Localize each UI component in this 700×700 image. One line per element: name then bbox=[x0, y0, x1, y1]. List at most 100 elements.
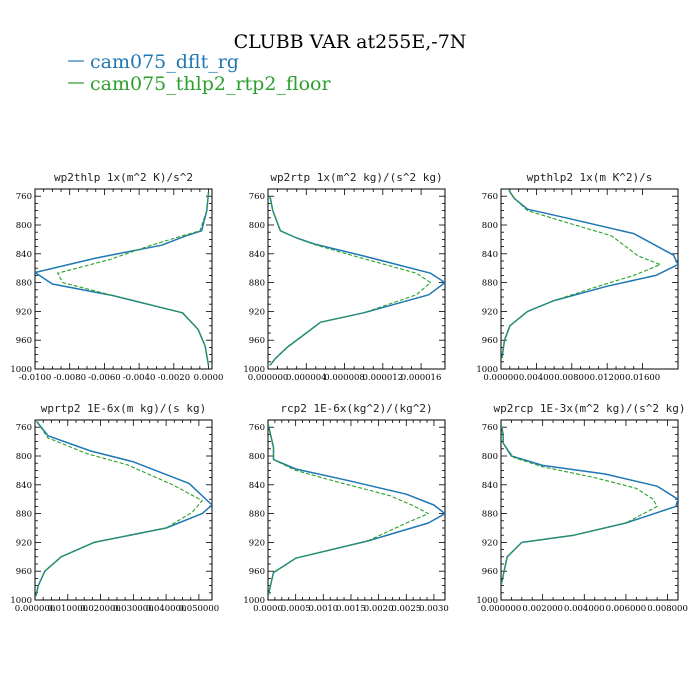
y-tick-label: 960 bbox=[16, 336, 32, 346]
panel-wp2rcp: wp2rcp 1E-3x(m^2 kg)/(s^2 kg) 760 800 840 88… bbox=[476, 402, 688, 614]
x-tick-label: 0.0000 bbox=[194, 373, 224, 383]
legend: cam075_dflt_rg cam075_thlp2_rtp2_floor bbox=[68, 51, 331, 95]
y-tick-label: 800 bbox=[482, 452, 498, 462]
x-tick-label: 0.006000 bbox=[606, 604, 647, 614]
x-tick-label: 0.000016 bbox=[401, 373, 442, 383]
y-tick-label: 880 bbox=[16, 510, 32, 520]
y-tick-label: 880 bbox=[16, 279, 32, 289]
panel-wp2rtp: wp2rtp 1x(m^2 kg)/(s^2 kg) 760 800 840 880 92… bbox=[243, 171, 446, 383]
y-tick-label: 1000 bbox=[243, 365, 265, 375]
legend-label-dflt: cam075_dflt_rg bbox=[90, 51, 239, 73]
series-line-floor bbox=[269, 196, 432, 366]
x-tick-label: 0.020000 bbox=[80, 604, 121, 614]
x-tick-label: 0.00000 bbox=[483, 373, 518, 383]
x-tick-label: 0.0015 bbox=[336, 604, 366, 614]
y-tick-label: 800 bbox=[249, 452, 265, 462]
plot-frame bbox=[34, 419, 213, 601]
y-tick-label: 760 bbox=[16, 192, 32, 202]
y-tick-label: 1000 bbox=[10, 365, 32, 375]
y-tick-label: 960 bbox=[16, 567, 32, 577]
x-tick-label: 0.040000 bbox=[146, 604, 187, 614]
y-tick-label: 840 bbox=[16, 481, 32, 491]
x-tick-label: 0.050000 bbox=[179, 604, 220, 614]
x-tick-label: 0.004000 bbox=[564, 604, 605, 614]
series-line-floor bbox=[501, 423, 658, 586]
series-line-floor bbox=[57, 192, 210, 366]
x-tick-label: 0.0020 bbox=[364, 604, 394, 614]
y-tick-label: 1000 bbox=[10, 596, 32, 606]
y-tick-label: 920 bbox=[249, 307, 265, 317]
x-tick-label: 0.0025 bbox=[391, 604, 421, 614]
y-tick-label: 920 bbox=[16, 307, 32, 317]
x-tick-label: 0.01200 bbox=[590, 373, 625, 383]
y-tick-label: 1000 bbox=[476, 596, 498, 606]
plot-frame bbox=[500, 188, 679, 370]
series-line-dflt bbox=[501, 423, 678, 586]
y-tick-label: 960 bbox=[249, 336, 265, 346]
x-tick-label: 0.030000 bbox=[113, 604, 154, 614]
panel-title: wprtp2 1E-6x(m kg)/(s kg) bbox=[41, 402, 207, 415]
panel-title: wp2thlp 1x(m^2 K)/s^2 bbox=[54, 171, 193, 184]
y-tick-label: 760 bbox=[482, 423, 498, 433]
x-tick-label: 0.000004 bbox=[286, 373, 327, 383]
x-tick-label: 0.000012 bbox=[363, 373, 404, 383]
series-line-dflt bbox=[501, 189, 678, 359]
x-tick-label: -0.0020 bbox=[158, 373, 191, 383]
x-tick-label: 0.0030 bbox=[419, 604, 449, 614]
plot-frame bbox=[267, 188, 446, 370]
y-tick-label: 920 bbox=[16, 538, 32, 548]
y-tick-label: 840 bbox=[249, 481, 265, 491]
x-tick-label: 0.0000 bbox=[253, 604, 283, 614]
y-tick-label: 960 bbox=[482, 336, 498, 346]
y-tick-label: 760 bbox=[482, 192, 498, 202]
y-tick-label: 800 bbox=[16, 221, 32, 231]
y-tick-label: 1000 bbox=[476, 365, 498, 375]
x-tick-label: -0.0060 bbox=[88, 373, 121, 383]
series-line-dflt bbox=[268, 423, 445, 597]
x-tick-label: 0.000000 bbox=[481, 604, 522, 614]
y-tick-label: 840 bbox=[482, 481, 498, 491]
x-tick-label: -0.0080 bbox=[53, 373, 86, 383]
plot-frame bbox=[267, 419, 446, 601]
x-tick-label: 0.002000 bbox=[522, 604, 563, 614]
x-tick-label: 0.01600 bbox=[625, 373, 660, 383]
x-tick-label: 0.0010 bbox=[308, 604, 338, 614]
y-tick-label: 840 bbox=[482, 250, 498, 260]
series-line-dflt bbox=[35, 420, 212, 597]
y-tick-label: 760 bbox=[249, 192, 265, 202]
panel-title: wpthlp2 1x(m K^2)/s bbox=[527, 171, 653, 184]
y-tick-label: 880 bbox=[249, 279, 265, 289]
series-line-floor bbox=[268, 423, 429, 597]
x-tick-label: 0.000008 bbox=[324, 373, 365, 383]
legend-label-floor: cam075_thlp2_rtp2_floor bbox=[90, 73, 331, 95]
plot-frame bbox=[34, 188, 213, 370]
series-line-floor bbox=[501, 190, 661, 359]
y-tick-label: 960 bbox=[249, 567, 265, 577]
figure-title: CLUBB VAR at255E,-7N bbox=[234, 31, 467, 53]
x-tick-label: 0.00800 bbox=[554, 373, 589, 383]
x-tick-label: -0.0100 bbox=[19, 373, 52, 383]
y-tick-label: 920 bbox=[249, 538, 265, 548]
y-tick-label: 880 bbox=[482, 279, 498, 289]
x-tick-label: -0.0040 bbox=[123, 373, 156, 383]
panel-rcp2: rcp2 1E-6x(kg^2)/(kg^2) 760 800 840 880 920 96… bbox=[243, 402, 448, 614]
panel-wpthlp2: wpthlp2 1x(m K^2)/s 760 800 840 880 920 960 100… bbox=[476, 171, 679, 383]
x-tick-label: 0.010000 bbox=[47, 604, 88, 614]
panel-wp2thlp: wp2thlp 1x(m^2 K)/s^2 760 800 840 880 920 960 1… bbox=[10, 171, 223, 383]
series-line-floor bbox=[35, 421, 203, 597]
x-tick-label: 0.000000 bbox=[248, 373, 289, 383]
panel-title: wp2rtp 1x(m^2 kg)/(s^2 kg) bbox=[270, 171, 442, 184]
y-tick-label: 1000 bbox=[243, 596, 265, 606]
y-tick-label: 760 bbox=[249, 423, 265, 433]
y-tick-label: 840 bbox=[249, 250, 265, 260]
y-tick-label: 920 bbox=[482, 538, 498, 548]
y-tick-label: 880 bbox=[249, 510, 265, 520]
y-tick-label: 800 bbox=[482, 221, 498, 231]
y-tick-label: 960 bbox=[482, 567, 498, 577]
panel-title: wp2rcp 1E-3x(m^2 kg)/(s^2 kg) bbox=[493, 402, 685, 415]
y-tick-label: 920 bbox=[482, 307, 498, 317]
x-tick-label: 0.00400 bbox=[519, 373, 554, 383]
plot-frame bbox=[500, 419, 679, 601]
y-tick-label: 800 bbox=[16, 452, 32, 462]
x-tick-label: 0.008000 bbox=[647, 604, 688, 614]
